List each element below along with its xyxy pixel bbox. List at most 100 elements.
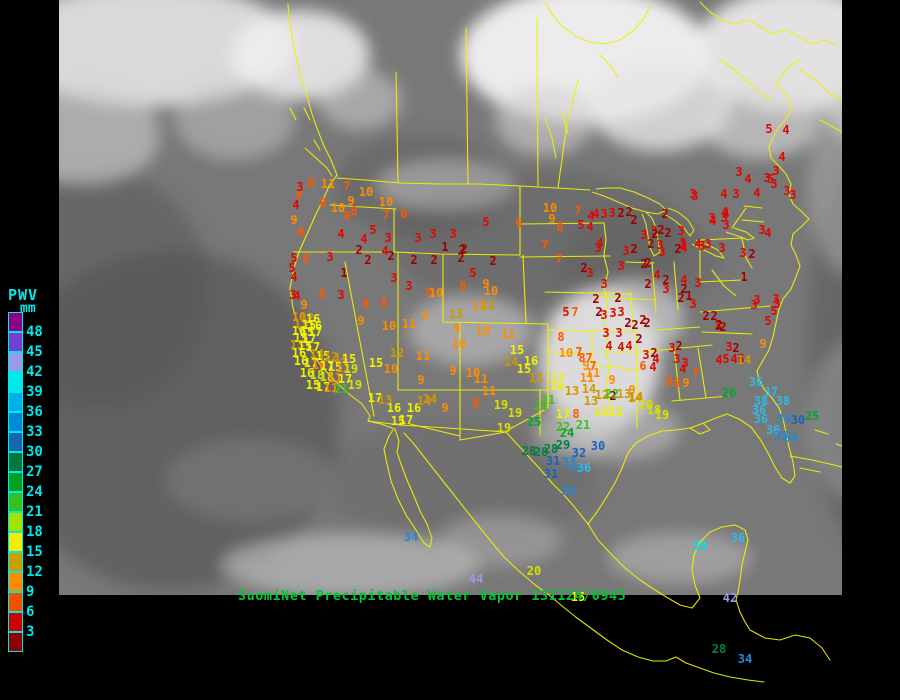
legend-color-block bbox=[8, 472, 23, 492]
station-value: 5 bbox=[764, 314, 771, 328]
station-value: 14 bbox=[417, 394, 431, 408]
station-value: 14 bbox=[737, 353, 751, 367]
legend-color-block bbox=[8, 432, 23, 452]
station-value: 28 bbox=[534, 445, 548, 459]
station-value: 10 bbox=[543, 201, 557, 215]
station-value: 14 bbox=[423, 392, 437, 406]
station-value: 11 bbox=[474, 372, 488, 386]
station-value: 10 bbox=[359, 185, 373, 199]
station-value: 3 bbox=[750, 298, 757, 312]
station-value: 15 bbox=[594, 405, 608, 419]
station-value: 18 bbox=[647, 403, 661, 417]
station-value: 3 bbox=[642, 348, 649, 362]
station-value: 2 bbox=[675, 339, 682, 353]
station-value: 2 bbox=[651, 227, 658, 241]
station-value: 8 bbox=[572, 407, 579, 421]
station-value: 19 bbox=[508, 406, 522, 420]
station-value: 17 bbox=[368, 391, 382, 405]
station-value: 14 bbox=[629, 390, 643, 404]
station-value: 15 bbox=[316, 349, 330, 363]
station-value: 7 bbox=[589, 359, 596, 373]
station-value: 4 bbox=[722, 207, 729, 221]
station-value: 9 bbox=[290, 213, 297, 227]
station-value: 11 bbox=[482, 384, 496, 398]
station-value: 2 bbox=[657, 223, 664, 237]
legend-tick-label: 30 bbox=[26, 444, 43, 460]
station-value: 3 bbox=[763, 171, 770, 185]
station-value: 2 bbox=[680, 282, 687, 296]
station-value: 9 bbox=[417, 373, 424, 387]
station-value: 9 bbox=[608, 373, 615, 387]
station-value: 35 bbox=[774, 429, 788, 443]
station-value: 3 bbox=[617, 259, 624, 273]
station-value: 5 bbox=[577, 218, 584, 232]
station-value: 19 bbox=[497, 421, 511, 435]
station-value: 17 bbox=[556, 407, 570, 421]
station-value: 15 bbox=[342, 352, 356, 366]
station-value: 10 bbox=[312, 358, 326, 372]
station-value: 3 bbox=[384, 231, 391, 245]
station-value: 5 bbox=[290, 251, 297, 265]
station-value: 13 bbox=[449, 307, 463, 321]
station-value: 34 bbox=[404, 530, 418, 544]
station-value: 4 bbox=[680, 241, 687, 255]
legend-color-block bbox=[8, 532, 23, 552]
station-value: 7 bbox=[571, 305, 578, 319]
legend-tick-label: 45 bbox=[26, 344, 43, 360]
station-value: 3 bbox=[608, 206, 615, 220]
station-value: 28 bbox=[712, 642, 726, 656]
station-value: 7 bbox=[585, 351, 592, 365]
station-value: 1 bbox=[340, 266, 347, 280]
station-value: 3 bbox=[615, 326, 622, 340]
station-value: 2 bbox=[592, 292, 599, 306]
station-value: 11 bbox=[501, 327, 515, 341]
station-value: 16 bbox=[550, 379, 564, 393]
station-value: 4 bbox=[730, 352, 737, 366]
station-value: 26 bbox=[722, 386, 736, 400]
legend-unit: mm bbox=[20, 301, 36, 316]
station-value: 8 bbox=[673, 376, 680, 390]
station-value: 20 bbox=[639, 398, 653, 412]
station-value: 12 bbox=[390, 346, 404, 360]
station-value: 3 bbox=[732, 187, 739, 201]
station-value: 7 bbox=[541, 238, 548, 252]
station-value: 13 bbox=[617, 387, 631, 401]
station-value: 13 bbox=[290, 338, 304, 352]
station-value: 8 bbox=[665, 375, 672, 389]
station-value: 15 bbox=[300, 325, 314, 339]
station-value: 2 bbox=[630, 213, 637, 227]
station-value: 2 bbox=[650, 346, 657, 360]
station-value: 13 bbox=[529, 371, 543, 385]
station-value: 2 bbox=[609, 389, 616, 403]
station-value: 21 bbox=[576, 418, 590, 432]
station-value: 10 bbox=[559, 346, 573, 360]
station-value: 4 bbox=[293, 289, 300, 303]
station-value: 33 bbox=[569, 462, 583, 476]
station-value: 1 bbox=[740, 270, 747, 284]
station-value: 17 bbox=[306, 340, 320, 354]
station-value: 8 bbox=[343, 209, 350, 223]
station-value: 25 bbox=[805, 409, 819, 423]
legend-color-block bbox=[8, 632, 23, 652]
station-value: 12 bbox=[481, 298, 495, 312]
station-value: 3 bbox=[668, 341, 675, 355]
station-value: 3 bbox=[691, 189, 698, 203]
station-value: 9 bbox=[441, 401, 448, 415]
legend-color-block bbox=[8, 372, 23, 392]
station-value: 13 bbox=[565, 384, 579, 398]
station-value: 31 bbox=[544, 467, 558, 481]
station-value: 3 bbox=[681, 356, 688, 370]
station-value: 15 bbox=[609, 405, 623, 419]
station-value: 4 bbox=[592, 207, 599, 221]
station-value: 3 bbox=[770, 177, 777, 191]
legend-color-block bbox=[8, 512, 23, 532]
station-value: 4 bbox=[617, 340, 624, 354]
legend-color-block bbox=[8, 592, 23, 612]
station-value: 36 bbox=[752, 403, 766, 417]
station-value: 5 bbox=[767, 172, 774, 186]
station-value: 10 bbox=[292, 310, 306, 324]
station-value: 16 bbox=[300, 366, 314, 380]
station-value: 2 bbox=[710, 309, 717, 323]
station-value: 2 bbox=[595, 305, 602, 319]
station-value: 4 bbox=[587, 209, 594, 223]
